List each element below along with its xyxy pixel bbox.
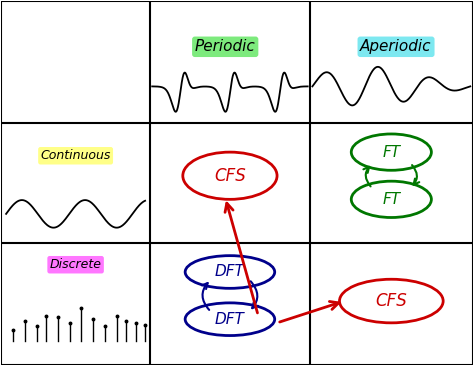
Text: Discrete: Discrete [50, 258, 101, 271]
Text: CFS: CFS [375, 292, 407, 310]
Text: Periodic: Periodic [195, 39, 255, 54]
Text: CFS: CFS [214, 167, 246, 185]
Text: Aperiodic: Aperiodic [360, 39, 432, 54]
Text: Continuous: Continuous [40, 149, 111, 162]
Text: DFT: DFT [215, 312, 245, 327]
Text: DFT: DFT [215, 265, 245, 280]
Text: FT: FT [382, 145, 401, 160]
Text: FT: FT [382, 192, 401, 207]
